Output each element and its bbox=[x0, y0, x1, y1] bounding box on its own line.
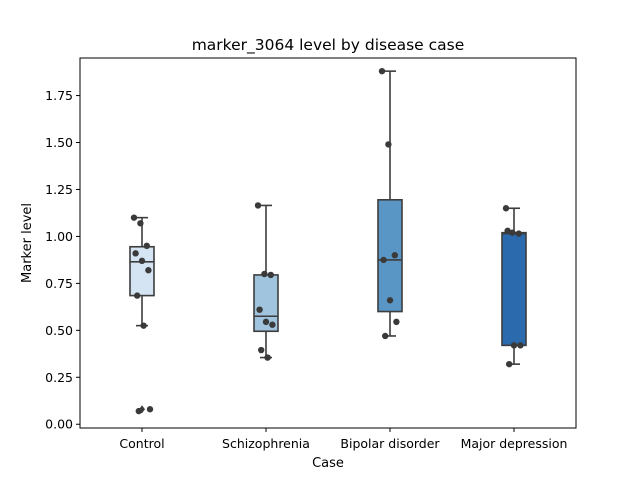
strip-points-1 bbox=[130, 214, 154, 415]
y-axis: 0.00 0.25 0.50 0.75 1.00 1.25 1.50 1.75 bbox=[45, 88, 80, 432]
data-point bbox=[380, 256, 387, 264]
data-point bbox=[385, 141, 392, 148]
data-point bbox=[135, 407, 142, 415]
chart-title: marker_3064 level by disease case bbox=[192, 36, 465, 55]
data-point bbox=[269, 321, 276, 328]
data-point bbox=[140, 322, 147, 329]
plot-area bbox=[129, 67, 527, 415]
y-tick-label: 0.50 bbox=[45, 323, 73, 338]
data-point bbox=[378, 67, 386, 75]
data-point bbox=[132, 250, 139, 257]
data-point bbox=[506, 360, 513, 368]
axes-frame bbox=[79, 57, 577, 429]
data-point bbox=[256, 306, 263, 313]
data-point bbox=[145, 267, 152, 274]
data-point bbox=[382, 332, 389, 340]
y-tick-label: 1.50 bbox=[45, 135, 73, 150]
data-point bbox=[517, 342, 524, 349]
data-point bbox=[137, 220, 144, 227]
data-point bbox=[254, 202, 262, 209]
data-point bbox=[393, 318, 400, 326]
data-point bbox=[386, 297, 394, 304]
box-3 bbox=[377, 70, 403, 337]
data-point bbox=[515, 230, 522, 237]
box-1 bbox=[129, 216, 155, 414]
y-axis-label: Marker level bbox=[20, 203, 35, 283]
data-point bbox=[261, 270, 268, 278]
x-axis-label: Case bbox=[312, 456, 344, 471]
strip-points-3 bbox=[378, 67, 400, 340]
iqr-box bbox=[501, 231, 527, 347]
data-point bbox=[146, 406, 154, 413]
iqr-box bbox=[377, 199, 403, 313]
data-point bbox=[143, 242, 150, 250]
y-tick-label: 1.25 bbox=[45, 182, 73, 197]
data-point bbox=[130, 214, 138, 221]
data-point bbox=[138, 257, 146, 265]
strip-points-4 bbox=[502, 205, 524, 368]
data-point bbox=[502, 205, 510, 212]
y-tick-label: 0.25 bbox=[45, 370, 73, 385]
data-point bbox=[264, 354, 271, 361]
data-point bbox=[391, 252, 398, 259]
x-tick-label: Schizophrenia bbox=[222, 436, 310, 451]
data-point bbox=[258, 346, 265, 354]
data-point bbox=[510, 342, 518, 349]
data-point bbox=[262, 318, 270, 326]
box-2 bbox=[253, 204, 279, 359]
strip-points-2 bbox=[254, 202, 276, 361]
y-tick-label: 1.00 bbox=[45, 229, 73, 244]
data-point bbox=[504, 227, 511, 234]
data-point bbox=[134, 292, 141, 299]
y-tick-label: 0.75 bbox=[45, 276, 73, 291]
x-tick-label: Major depression bbox=[461, 436, 568, 451]
x-tick-label: Bipolar disorder bbox=[340, 436, 440, 451]
y-tick-label: 0.00 bbox=[45, 417, 73, 432]
x-tick-label: Control bbox=[119, 436, 164, 451]
data-point bbox=[267, 271, 274, 279]
data-point bbox=[509, 229, 516, 236]
y-tick-label: 1.75 bbox=[45, 88, 73, 103]
x-axis: Control Schizophrenia Bipolar disorder Majo… bbox=[119, 428, 567, 451]
